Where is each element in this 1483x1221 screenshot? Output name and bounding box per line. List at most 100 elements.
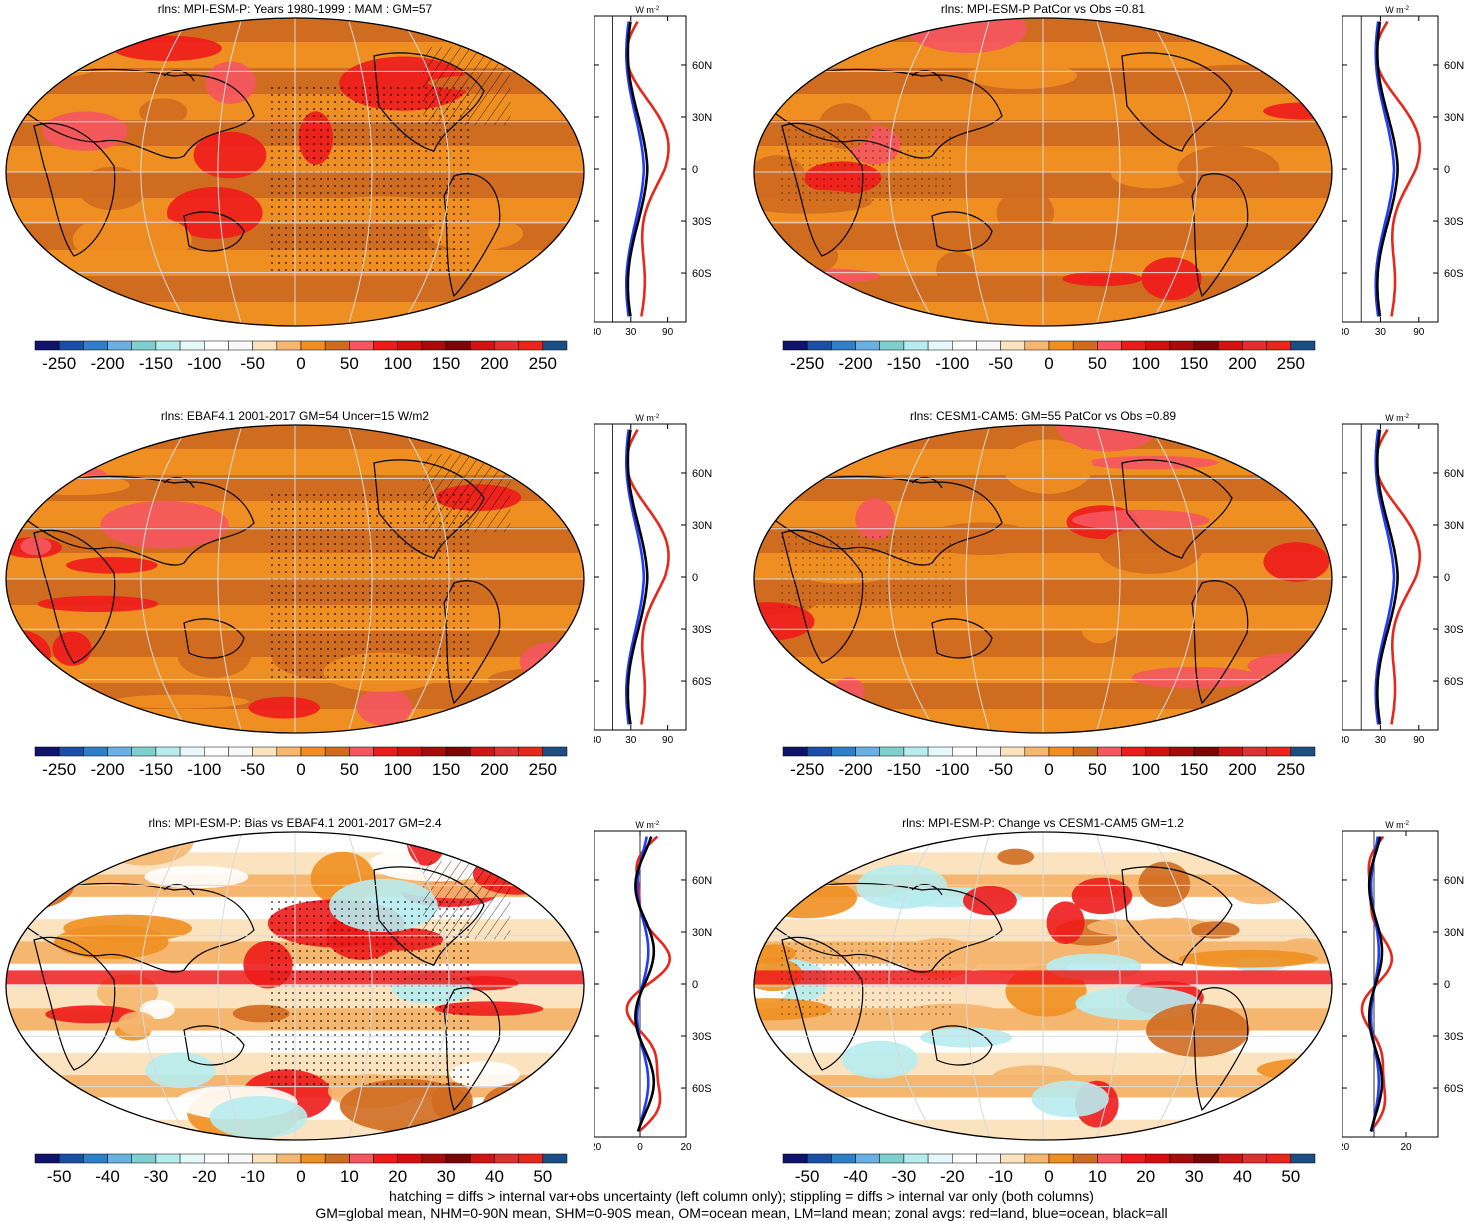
all-zonal-line — [1375, 429, 1399, 725]
zonal-unit-label: W m-2 — [635, 820, 659, 830]
colorbar-tick-label: -100 — [187, 354, 222, 373]
colorbar-tick-label: 10 — [1087, 1167, 1107, 1186]
colorbar-tick-label: 50 — [1281, 1167, 1301, 1186]
colorbar-tick-label: 250 — [1276, 354, 1305, 373]
map-title: rlns: MPI-ESM-P: Change vs CESM1-CAM5 GM… — [902, 816, 1184, 830]
colorbar-tick-label: -100 — [187, 760, 222, 779]
footer-hatching-note: hatching = diffs > internal var+obs unce… — [389, 1188, 1094, 1204]
all-zonal-line — [1375, 21, 1399, 317]
zonal-lat-tick: 60S — [1444, 1083, 1464, 1095]
ocean-zonal-line — [1374, 429, 1396, 725]
colorbar-tick-label: -150 — [886, 760, 921, 779]
colorbar-tick-label: 250 — [528, 354, 557, 373]
zonal-x-tick: -20 — [1342, 1142, 1350, 1153]
colorbar-tick-label: -50 — [794, 1167, 820, 1186]
zonal-lat-tick: 60N — [1444, 468, 1464, 480]
colorbar — [34, 340, 568, 351]
colorbar-tick-label: -40 — [843, 1167, 868, 1186]
colorbar-tick-label: -200 — [90, 760, 125, 779]
zonal-x-tick: 20 — [1400, 1142, 1412, 1153]
zonal-lat-tick: 30S — [692, 216, 712, 228]
zonal-lat-tick: 30N — [692, 520, 712, 532]
colorbar-tick-label: 150 — [431, 354, 461, 373]
all-zonal-line — [626, 21, 649, 317]
ocean-zonal-line — [1374, 21, 1396, 317]
ocean-zonal-line — [625, 429, 646, 725]
zonal-lat-tick: 30S — [692, 1031, 712, 1043]
colorbar-tick-label: 200 — [1228, 760, 1257, 779]
colorbar-tick-label: -50 — [46, 1167, 72, 1186]
zonal-x-tick: 90 — [662, 735, 674, 746]
zonal-mean-plot: W m-2 60N 30N 0 30S 60S -30 30 90 — [594, 413, 712, 746]
colorbar-tick-label: 100 — [383, 354, 412, 373]
colorbar-tick-label: 20 — [388, 1167, 408, 1186]
zonal-lat-tick: 0 — [692, 164, 698, 176]
colorbar-tick-label: -50 — [240, 760, 265, 779]
all-zonal-line — [1367, 836, 1384, 1132]
map-title: rlns: CESM1-CAM5: GM=55 PatCor vs Obs =0… — [909, 409, 1177, 423]
zonal-lat-tick: 30N — [1444, 112, 1464, 124]
zonal-lat-tick: 60S — [692, 1083, 712, 1095]
colorbar-tick-label: -20 — [939, 1167, 965, 1186]
zonal-lat-tick: 60S — [1444, 676, 1464, 688]
colorbar-tick-label: -150 — [138, 760, 173, 779]
colorbar-tick-label: 20 — [1136, 1167, 1156, 1186]
colorbar-tick-label: -30 — [891, 1167, 917, 1186]
robinson-map — [5, 17, 585, 327]
colorbar-tick-label: 200 — [480, 760, 509, 779]
zonal-x-tick: 90 — [1413, 327, 1425, 338]
robinson-map — [753, 17, 1333, 327]
zonal-x-tick: -20 — [594, 1142, 602, 1153]
colorbar-tick-label: -50 — [988, 354, 1013, 373]
zonal-x-tick: 30 — [625, 327, 637, 338]
zonal-lat-tick: 0 — [692, 572, 698, 584]
zonal-mean-plot: W m-2 60N 30N 0 30S 60S -20 20 — [1342, 820, 1464, 1153]
colorbar-tick-label: 100 — [1131, 354, 1160, 373]
colorbar-tick-label: 200 — [480, 354, 509, 373]
zonal-x-tick: 20 — [680, 1142, 692, 1153]
zonal-unit-label: W m-2 — [635, 5, 659, 15]
zonal-lat-tick: 60N — [692, 60, 712, 72]
zonal-lat-tick: 30S — [1444, 216, 1464, 228]
ocean-zonal-line — [635, 836, 650, 1132]
zonal-unit-label: W m-2 — [1385, 5, 1409, 15]
zonal-x-tick: 30 — [1375, 327, 1387, 338]
colorbar-tick-label: 0 — [296, 760, 306, 779]
colorbar-tick-label: 100 — [1131, 760, 1160, 779]
colorbar-tick-label: 50 — [339, 354, 359, 373]
colorbar-tick-label: -150 — [886, 354, 921, 373]
colorbar-tick-label: -100 — [935, 354, 970, 373]
colorbar-tick-label: -250 — [42, 354, 77, 373]
colorbar-tick-label: 30 — [436, 1167, 456, 1186]
zonal-x-tick: 90 — [1413, 735, 1425, 746]
colorbar-tick-label: -200 — [90, 354, 125, 373]
ocean-zonal-line — [625, 21, 646, 317]
colorbar-tick-label: -10 — [988, 1167, 1013, 1186]
zonal-lat-tick: 30S — [692, 624, 712, 636]
colorbar-tick-label: 0 — [296, 1167, 306, 1186]
colorbar-tick-label: 150 — [1179, 760, 1209, 779]
footer-legend-note: GM=global mean, NHM=0-90N mean, SHM=0-90… — [315, 1205, 1168, 1221]
colorbar-tick-label: -20 — [191, 1167, 217, 1186]
zonal-x-tick: 30 — [625, 735, 637, 746]
colorbar-tick-label: -250 — [42, 760, 77, 779]
colorbar — [34, 746, 568, 757]
robinson-map — [753, 831, 1333, 1141]
zonal-unit-label: W m-2 — [1385, 413, 1409, 423]
zonal-lat-tick: 30N — [1444, 927, 1464, 939]
colorbar-tick-label: 100 — [383, 760, 412, 779]
colorbar — [782, 340, 1316, 351]
zonal-lat-tick: 60N — [692, 468, 712, 480]
zonal-lat-tick: 60N — [692, 875, 712, 887]
colorbar-tick-label: -10 — [240, 1167, 265, 1186]
zonal-lat-tick: 30N — [692, 112, 712, 124]
colorbar-tick-label: 50 — [1087, 760, 1107, 779]
colorbar-tick-label: 150 — [1179, 354, 1209, 373]
colorbar-tick-label: 250 — [1276, 760, 1305, 779]
colorbar-tick-label: 50 — [339, 760, 359, 779]
zonal-mean-plot: W m-2 60N 30N 0 30S 60S -20 0 20 — [594, 820, 712, 1153]
robinson-map — [5, 831, 585, 1141]
colorbar-tick-label: 30 — [1184, 1167, 1204, 1186]
colorbar-tick-label: 150 — [431, 760, 461, 779]
colorbar-tick-label: 50 — [533, 1167, 553, 1186]
